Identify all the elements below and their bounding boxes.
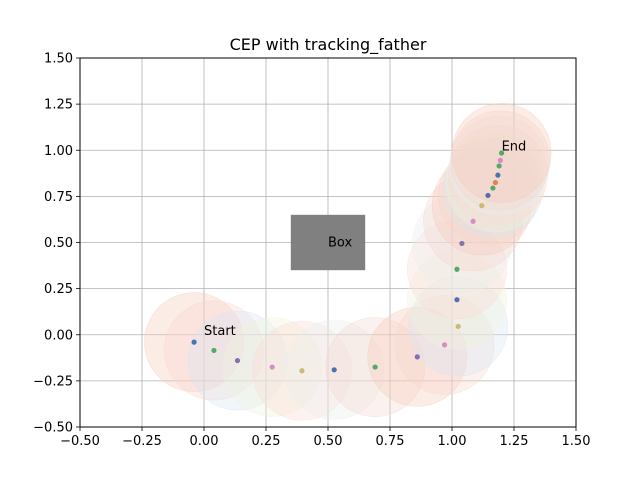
track-point: [414, 354, 420, 360]
x-tick-label: 1.50: [562, 434, 591, 449]
track-point: [331, 367, 337, 373]
annotation-label: Start: [204, 324, 236, 339]
y-tick-label: 1.50: [44, 52, 73, 67]
track-point: [191, 339, 197, 345]
y-tick-label: 0.00: [44, 328, 73, 343]
y-tick-label: 0.25: [44, 282, 73, 297]
box-rectangle: [290, 214, 366, 271]
annotation-label: End: [502, 139, 527, 154]
y-tick-label: 0.75: [44, 190, 73, 205]
y-tick-label: −0.25: [33, 374, 73, 389]
track-point: [495, 172, 501, 178]
y-tick-label: 0.50: [44, 236, 73, 251]
box-layer: Box: [290, 214, 366, 271]
track-point: [485, 192, 491, 199]
y-axis-ticks: −0.50 −0.25 0.00 0.25 0.50 0.75 1.00 1.25 1.50: [33, 52, 80, 436]
track-point: [211, 347, 217, 354]
track-point: [459, 240, 465, 247]
track-point: [234, 357, 241, 364]
track-point: [299, 368, 305, 374]
track-point: [496, 163, 502, 169]
x-tick-label: 0.00: [190, 434, 219, 449]
track-points: [191, 150, 505, 374]
x-tick-label: −0.25: [122, 434, 162, 449]
track-point: [372, 364, 378, 370]
track-point: [490, 185, 496, 191]
box-label: Box: [328, 236, 352, 251]
track-point: [455, 323, 461, 330]
track-point: [497, 157, 503, 163]
track-point: [499, 150, 505, 156]
track-point: [470, 218, 476, 224]
x-tick-label: −0.50: [60, 434, 100, 449]
track-point: [492, 179, 498, 186]
track-point: [454, 297, 460, 303]
x-tick-label: 1.00: [438, 434, 467, 449]
annotations: Start End: [204, 139, 526, 339]
x-tick-label: 0.25: [252, 434, 281, 449]
y-tick-label: 1.00: [44, 144, 73, 159]
track-point: [441, 342, 448, 348]
x-tick-label: 1.25: [500, 434, 529, 449]
chart-title: CEP with tracking_father: [230, 35, 427, 55]
y-tick-label: −0.50: [33, 421, 73, 436]
y-tick-label: 1.25: [44, 98, 73, 113]
track-point: [454, 266, 460, 272]
x-tick-label: 0.75: [376, 434, 405, 449]
x-tick-label: 0.50: [314, 434, 343, 449]
track-point: [479, 203, 485, 209]
x-axis-ticks: −0.50 −0.25 0.00 0.25 0.50 0.75 1.00 1.25 1.50: [60, 427, 590, 449]
track-point: [269, 364, 275, 370]
